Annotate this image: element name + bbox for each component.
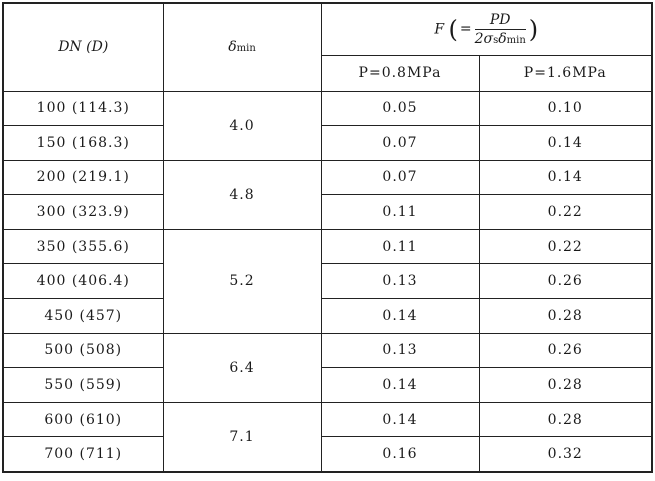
dn-cell: 350 (355.6) <box>2 228 164 265</box>
f-value-0.8-cell: 0.13 <box>320 263 480 300</box>
f-value-0.8-cell: 0.05 <box>320 90 480 127</box>
f-value-1.6-cell: 0.14 <box>478 125 653 161</box>
table-row: 700 (711) 0.16 0.32 <box>2 436 653 473</box>
f-value-1.6-cell: 0.28 <box>478 401 653 438</box>
f-formula-header: F (= PD 2σsδmin ) <box>320 2 653 56</box>
delta-min-cell: 5.2 <box>162 228 322 334</box>
f-value-1.6-cell: 0.26 <box>478 263 653 300</box>
table-row: 100 (114.3) 4.0 0.05 0.10 <box>2 90 653 161</box>
delta-min-cell: 7.1 <box>162 401 322 473</box>
f-value-0.8-cell: 0.07 <box>320 159 480 196</box>
delta-min-cell: 4.8 <box>162 159 322 230</box>
dn-cell: 150 (168.3) <box>2 125 164 161</box>
dn-header: DN (D) <box>2 2 164 92</box>
f-value-1.6-cell: 0.28 <box>478 367 653 403</box>
f-value-0.8-cell: 0.07 <box>320 125 480 161</box>
delta-min-cell: 6.4 <box>162 332 322 403</box>
f-value-1.6-cell: 0.32 <box>478 436 653 473</box>
f-value-1.6-cell: 0.14 <box>478 159 653 196</box>
f-value-1.6-cell: 0.28 <box>478 298 653 334</box>
dn-cell: 700 (711) <box>2 436 164 473</box>
dn-cell: 400 (406.4) <box>2 263 164 300</box>
pipe-wall-table: DN (D) δmin F (= PD 2σsδmin ) P=0.8MPa P… <box>2 2 653 473</box>
f-value-1.6-cell: 0.26 <box>478 332 653 369</box>
pressure-0.8-header: P=0.8MPa <box>320 54 480 92</box>
table-row: 450 (457) 0.14 0.28 <box>2 298 653 334</box>
table-row: 200 (219.1) 4.8 0.07 0.14 <box>2 159 653 230</box>
f-value-0.8-cell: 0.16 <box>320 436 480 473</box>
table-row: 350 (355.6) 5.2 0.11 0.22 <box>2 228 653 334</box>
table-row: 150 (168.3) 0.07 0.14 <box>2 125 653 161</box>
table-row: 600 (610) 7.1 0.14 0.28 <box>2 401 653 473</box>
pressure-1.6-header: P=1.6MPa <box>478 54 653 92</box>
table-row: 500 (508) 6.4 0.13 0.26 <box>2 332 653 403</box>
dn-cell: 200 (219.1) <box>2 159 164 196</box>
dn-cell: 450 (457) <box>2 298 164 334</box>
f-value-0.8-cell: 0.11 <box>320 194 480 230</box>
f-value-0.8-cell: 0.11 <box>320 228 480 265</box>
f-value-0.8-cell: 0.14 <box>320 401 480 438</box>
dn-cell: 600 (610) <box>2 401 164 438</box>
table-row: 400 (406.4) 0.13 0.26 <box>2 263 653 300</box>
delta-min-header: δmin <box>162 2 322 92</box>
table-body: 100 (114.3) 4.0 0.05 0.10 150 (168.3) 0.07 0.1… <box>2 90 653 473</box>
dn-cell: 100 (114.3) <box>2 90 164 127</box>
f-value-1.6-cell: 0.22 <box>478 194 653 230</box>
dn-cell: 300 (323.9) <box>2 194 164 230</box>
f-value-0.8-cell: 0.13 <box>320 332 480 369</box>
f-value-0.8-cell: 0.14 <box>320 367 480 403</box>
dn-cell: 550 (559) <box>2 367 164 403</box>
f-value-0.8-cell: 0.14 <box>320 298 480 334</box>
delta-min-cell: 4.0 <box>162 90 322 161</box>
table-row: 300 (323.9) 0.11 0.22 <box>2 194 653 230</box>
table-row: 550 (559) 0.14 0.28 <box>2 367 653 403</box>
dn-cell: 500 (508) <box>2 332 164 369</box>
f-value-1.6-cell: 0.22 <box>478 228 653 265</box>
f-value-1.6-cell: 0.10 <box>478 90 653 127</box>
